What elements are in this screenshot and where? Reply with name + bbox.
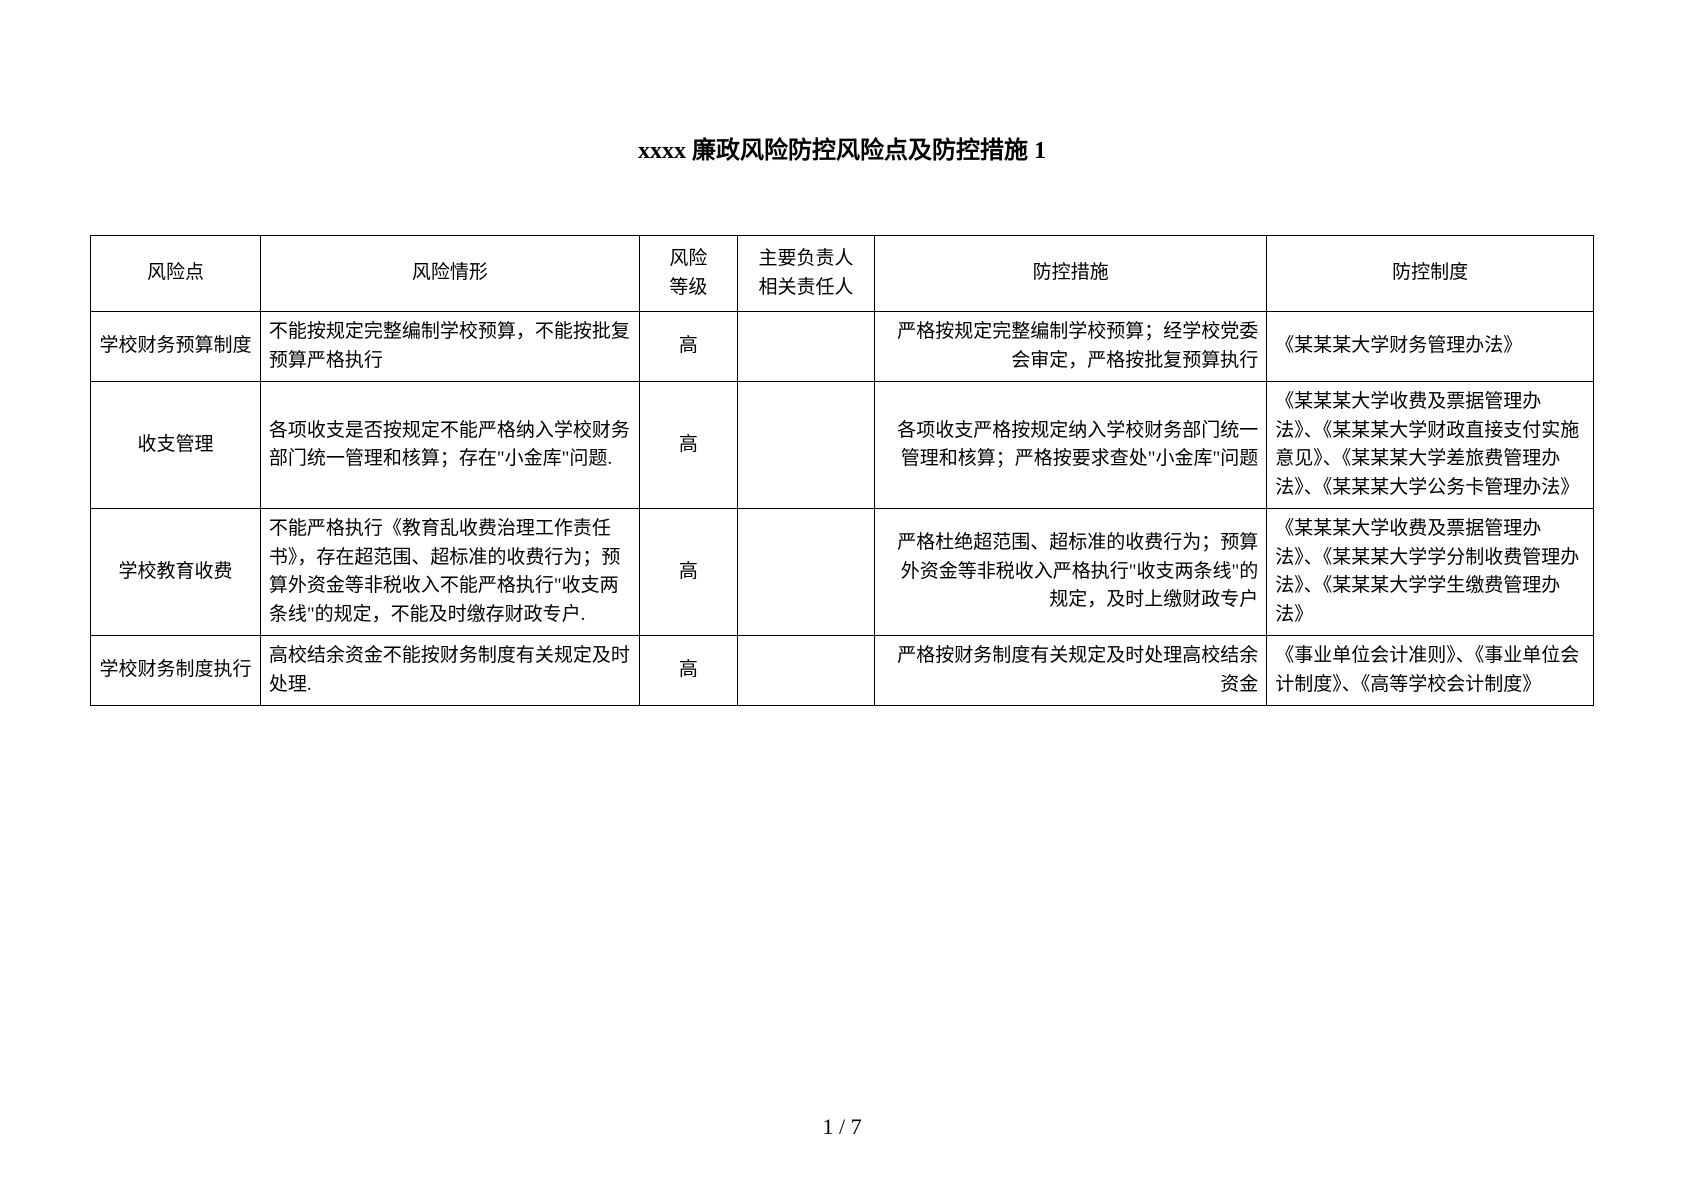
cell-risk-level: 高 — [639, 382, 737, 509]
cell-system: 《事业单位会计准则》、《事业单位会计制度》、《高等学校会计制度》 — [1267, 636, 1594, 706]
cell-system: 《某某某大学收费及票据管理办法》、《某某某大学学分制收费管理办法》、《某某某大学… — [1267, 509, 1594, 636]
header-risk-level: 风险等级 — [639, 236, 737, 312]
header-risk-point: 风险点 — [91, 236, 261, 312]
cell-risk-situation: 高校结余资金不能按财务制度有关规定及时处理. — [260, 636, 639, 706]
risk-table: 风险点 风险情形 风险等级 主要负责人相关责任人 防控措施 防控制度 学校财务预… — [90, 235, 1594, 706]
header-system: 防控制度 — [1267, 236, 1594, 312]
cell-measures: 各项收支严格按规定纳入学校财务部门统一管理和核算；严格按要求查处"小金库"问题 — [875, 382, 1267, 509]
table-row: 学校教育收费 不能严格执行《教育乱收费治理工作责任书》，存在超范围、超标准的收费… — [91, 509, 1594, 636]
table-row: 学校财务预算制度 不能按规定完整编制学校预算，不能按批复预算严格执行 高 严格按… — [91, 312, 1594, 382]
cell-risk-point: 学校教育收费 — [91, 509, 261, 636]
document-title: xxxx 廉政风险防控风险点及防控措施 1 — [90, 130, 1594, 165]
header-risk-situation: 风险情形 — [260, 236, 639, 312]
cell-risk-point: 学校财务制度执行 — [91, 636, 261, 706]
page-current: 1 — [822, 1114, 833, 1139]
cell-risk-point: 收支管理 — [91, 382, 261, 509]
cell-system: 《某某某大学收费及票据管理办法》、《某某某大学财政直接支付实施意见》、《某某某大… — [1267, 382, 1594, 509]
cell-measures: 严格按规定完整编制学校预算；经学校党委会审定，严格按批复预算执行 — [875, 312, 1267, 382]
cell-system: 《某某某大学财务管理办法》 — [1267, 312, 1594, 382]
page-total: 7 — [851, 1114, 862, 1139]
cell-risk-level: 高 — [639, 312, 737, 382]
cell-risk-situation: 不能严格执行《教育乱收费治理工作责任书》，存在超范围、超标准的收费行为；预算外资… — [260, 509, 639, 636]
table-row: 收支管理 各项收支是否按规定不能严格纳入学校财务部门统一管理和核算；存在"小金库… — [91, 382, 1594, 509]
header-responsible: 主要负责人相关责任人 — [737, 236, 874, 312]
table-header-row: 风险点 风险情形 风险等级 主要负责人相关责任人 防控措施 防控制度 — [91, 236, 1594, 312]
cell-responsible — [737, 509, 874, 636]
cell-risk-point: 学校财务预算制度 — [91, 312, 261, 382]
cell-measures: 严格杜绝超范围、超标准的收费行为；预算外资金等非税收入严格执行"收支两条线"的规… — [875, 509, 1267, 636]
page-number: 1 / 7 — [0, 1114, 1684, 1140]
cell-responsible — [737, 312, 874, 382]
cell-measures: 严格按财务制度有关规定及时处理高校结余资金 — [875, 636, 1267, 706]
cell-responsible — [737, 636, 874, 706]
cell-responsible — [737, 382, 874, 509]
cell-risk-level: 高 — [639, 509, 737, 636]
cell-risk-level: 高 — [639, 636, 737, 706]
table-row: 学校财务制度执行 高校结余资金不能按财务制度有关规定及时处理. 高 严格按财务制… — [91, 636, 1594, 706]
cell-risk-situation: 不能按规定完整编制学校预算，不能按批复预算严格执行 — [260, 312, 639, 382]
header-measures: 防控措施 — [875, 236, 1267, 312]
cell-risk-situation: 各项收支是否按规定不能严格纳入学校财务部门统一管理和核算；存在"小金库"问题. — [260, 382, 639, 509]
